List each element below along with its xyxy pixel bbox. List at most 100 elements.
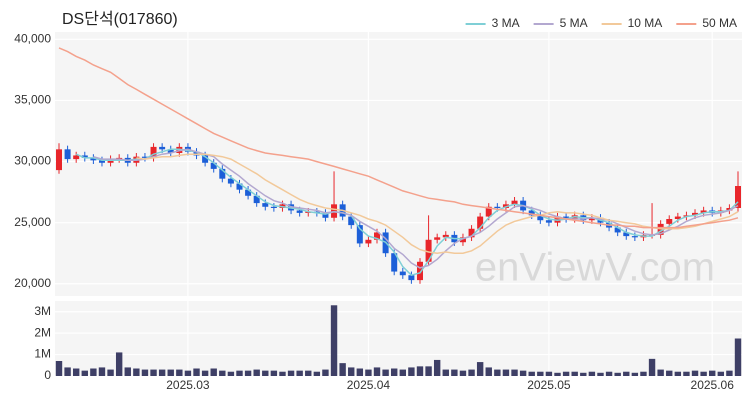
candle-body	[588, 217, 595, 221]
candle-body	[511, 200, 518, 205]
candle-body	[485, 206, 492, 217]
candle-body	[666, 219, 673, 224]
volume-bar	[219, 370, 226, 376]
candle-body	[73, 155, 80, 160]
candle-body	[167, 149, 174, 153]
volume-bar	[485, 367, 492, 376]
volume-bar	[511, 369, 518, 376]
volume-bar	[399, 369, 406, 376]
volume-bar	[734, 338, 742, 376]
candle-body	[494, 206, 501, 208]
volume-bar	[494, 369, 501, 376]
candle-body	[674, 216, 681, 219]
volume-bar	[124, 367, 131, 376]
candle-body	[262, 203, 269, 207]
volume-bar	[382, 369, 389, 376]
volume-bar	[236, 370, 243, 376]
candle-body	[726, 208, 733, 211]
volume-bar	[614, 372, 621, 376]
ma-line	[75, 148, 739, 277]
candle-body	[631, 236, 638, 238]
candle-body	[545, 220, 552, 223]
volume-bar	[468, 369, 475, 376]
volume-bar	[674, 371, 682, 376]
volume-bar	[442, 369, 449, 376]
candle-body	[528, 210, 535, 216]
candle-body	[98, 160, 105, 163]
volume-bar	[502, 369, 510, 376]
candle-body	[348, 216, 355, 226]
volume-bar	[373, 367, 381, 376]
volume-bar	[133, 368, 140, 376]
candle-body	[408, 275, 415, 281]
volume-bar	[270, 370, 278, 376]
volume-bar	[717, 371, 725, 376]
volume-bar	[313, 371, 321, 376]
candle-body	[700, 210, 707, 213]
candle-body	[614, 227, 621, 233]
volume-bar	[605, 371, 613, 376]
candle-body	[468, 228, 475, 238]
candle-body	[202, 155, 209, 163]
volume-bar	[55, 361, 63, 376]
volume-bar	[700, 371, 707, 376]
volume-bar	[588, 371, 596, 376]
watermark: enViewV.com	[475, 246, 715, 290]
candle-body	[692, 212, 699, 216]
candle-body	[219, 168, 226, 179]
candle-body	[81, 155, 88, 158]
candle-body	[253, 195, 260, 204]
volume-bar	[262, 370, 269, 376]
volume-bar	[72, 368, 80, 376]
volume-bar	[115, 352, 123, 376]
y-tick-label: 20,000	[14, 276, 51, 290]
volume-bar	[631, 372, 639, 376]
volume-bar	[64, 367, 71, 376]
ma-line	[136, 153, 739, 254]
volume-bar	[184, 370, 192, 376]
volume-bar	[657, 369, 664, 376]
volume-bar	[709, 370, 716, 376]
candle-body	[391, 253, 398, 272]
y-tick-label: 2M	[34, 325, 51, 339]
x-tick-label: 2025.03	[166, 378, 210, 392]
y-tick-label: 3M	[34, 304, 51, 318]
volume-bar	[571, 371, 578, 376]
candle-body	[459, 237, 466, 243]
volume-plot-bg	[55, 301, 742, 376]
volume-bar	[348, 367, 355, 376]
x-tick-label: 2025.05	[527, 378, 571, 392]
candle-body	[623, 232, 630, 237]
volume-bar	[98, 367, 106, 376]
candle-body	[537, 215, 544, 221]
volume-bar	[528, 371, 535, 376]
candle-body	[356, 225, 363, 244]
volume-bar	[90, 368, 97, 376]
volume-bar	[416, 366, 424, 376]
volume-bar	[150, 369, 157, 376]
volume-bar	[322, 369, 329, 376]
legend-label: 3 MA	[492, 16, 520, 30]
volume-bar	[545, 371, 553, 376]
x-tick-label: 2025.06	[691, 378, 735, 392]
volume-bar	[305, 370, 312, 376]
candle-body	[322, 212, 329, 218]
candle-body	[735, 186, 741, 208]
volume-bar	[287, 370, 295, 376]
volume-bar	[339, 363, 346, 376]
volume-bar	[330, 305, 338, 376]
candle-body	[563, 216, 570, 219]
volume-bar	[597, 372, 604, 376]
volume-bar	[683, 371, 690, 376]
x-tick-label: 2025.04	[347, 378, 391, 392]
candle-body	[245, 189, 252, 196]
ma-line	[58, 47, 739, 229]
volume-bar	[279, 371, 286, 376]
volume-bar	[176, 369, 183, 376]
candle-body	[296, 210, 303, 213]
chart-title: DS단석(017860)	[62, 10, 178, 28]
volume-bar	[391, 368, 398, 376]
volume-bar	[666, 370, 673, 376]
volume-bar	[537, 371, 544, 376]
candle-body	[227, 178, 234, 184]
